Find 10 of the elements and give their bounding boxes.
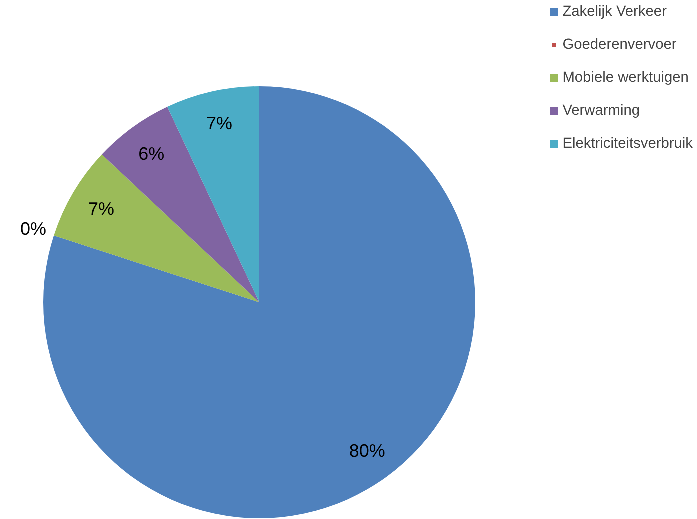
legend-label: Mobiele werktuigen bbox=[562, 70, 689, 86]
text: 0% bbox=[20, 219, 47, 240]
legend-label: Zakelijk Verkeer bbox=[562, 4, 667, 20]
legend-label: Goederenvervoer bbox=[562, 37, 677, 53]
data-label: 6% bbox=[138, 144, 165, 164]
data-label: 7% bbox=[206, 113, 232, 134]
legend-label: Elektriciteitsverbruik bbox=[562, 136, 693, 152]
legend-label: Verwarming bbox=[562, 103, 640, 119]
data-label: 80% bbox=[349, 441, 386, 462]
data-label: 7% bbox=[88, 199, 114, 220]
